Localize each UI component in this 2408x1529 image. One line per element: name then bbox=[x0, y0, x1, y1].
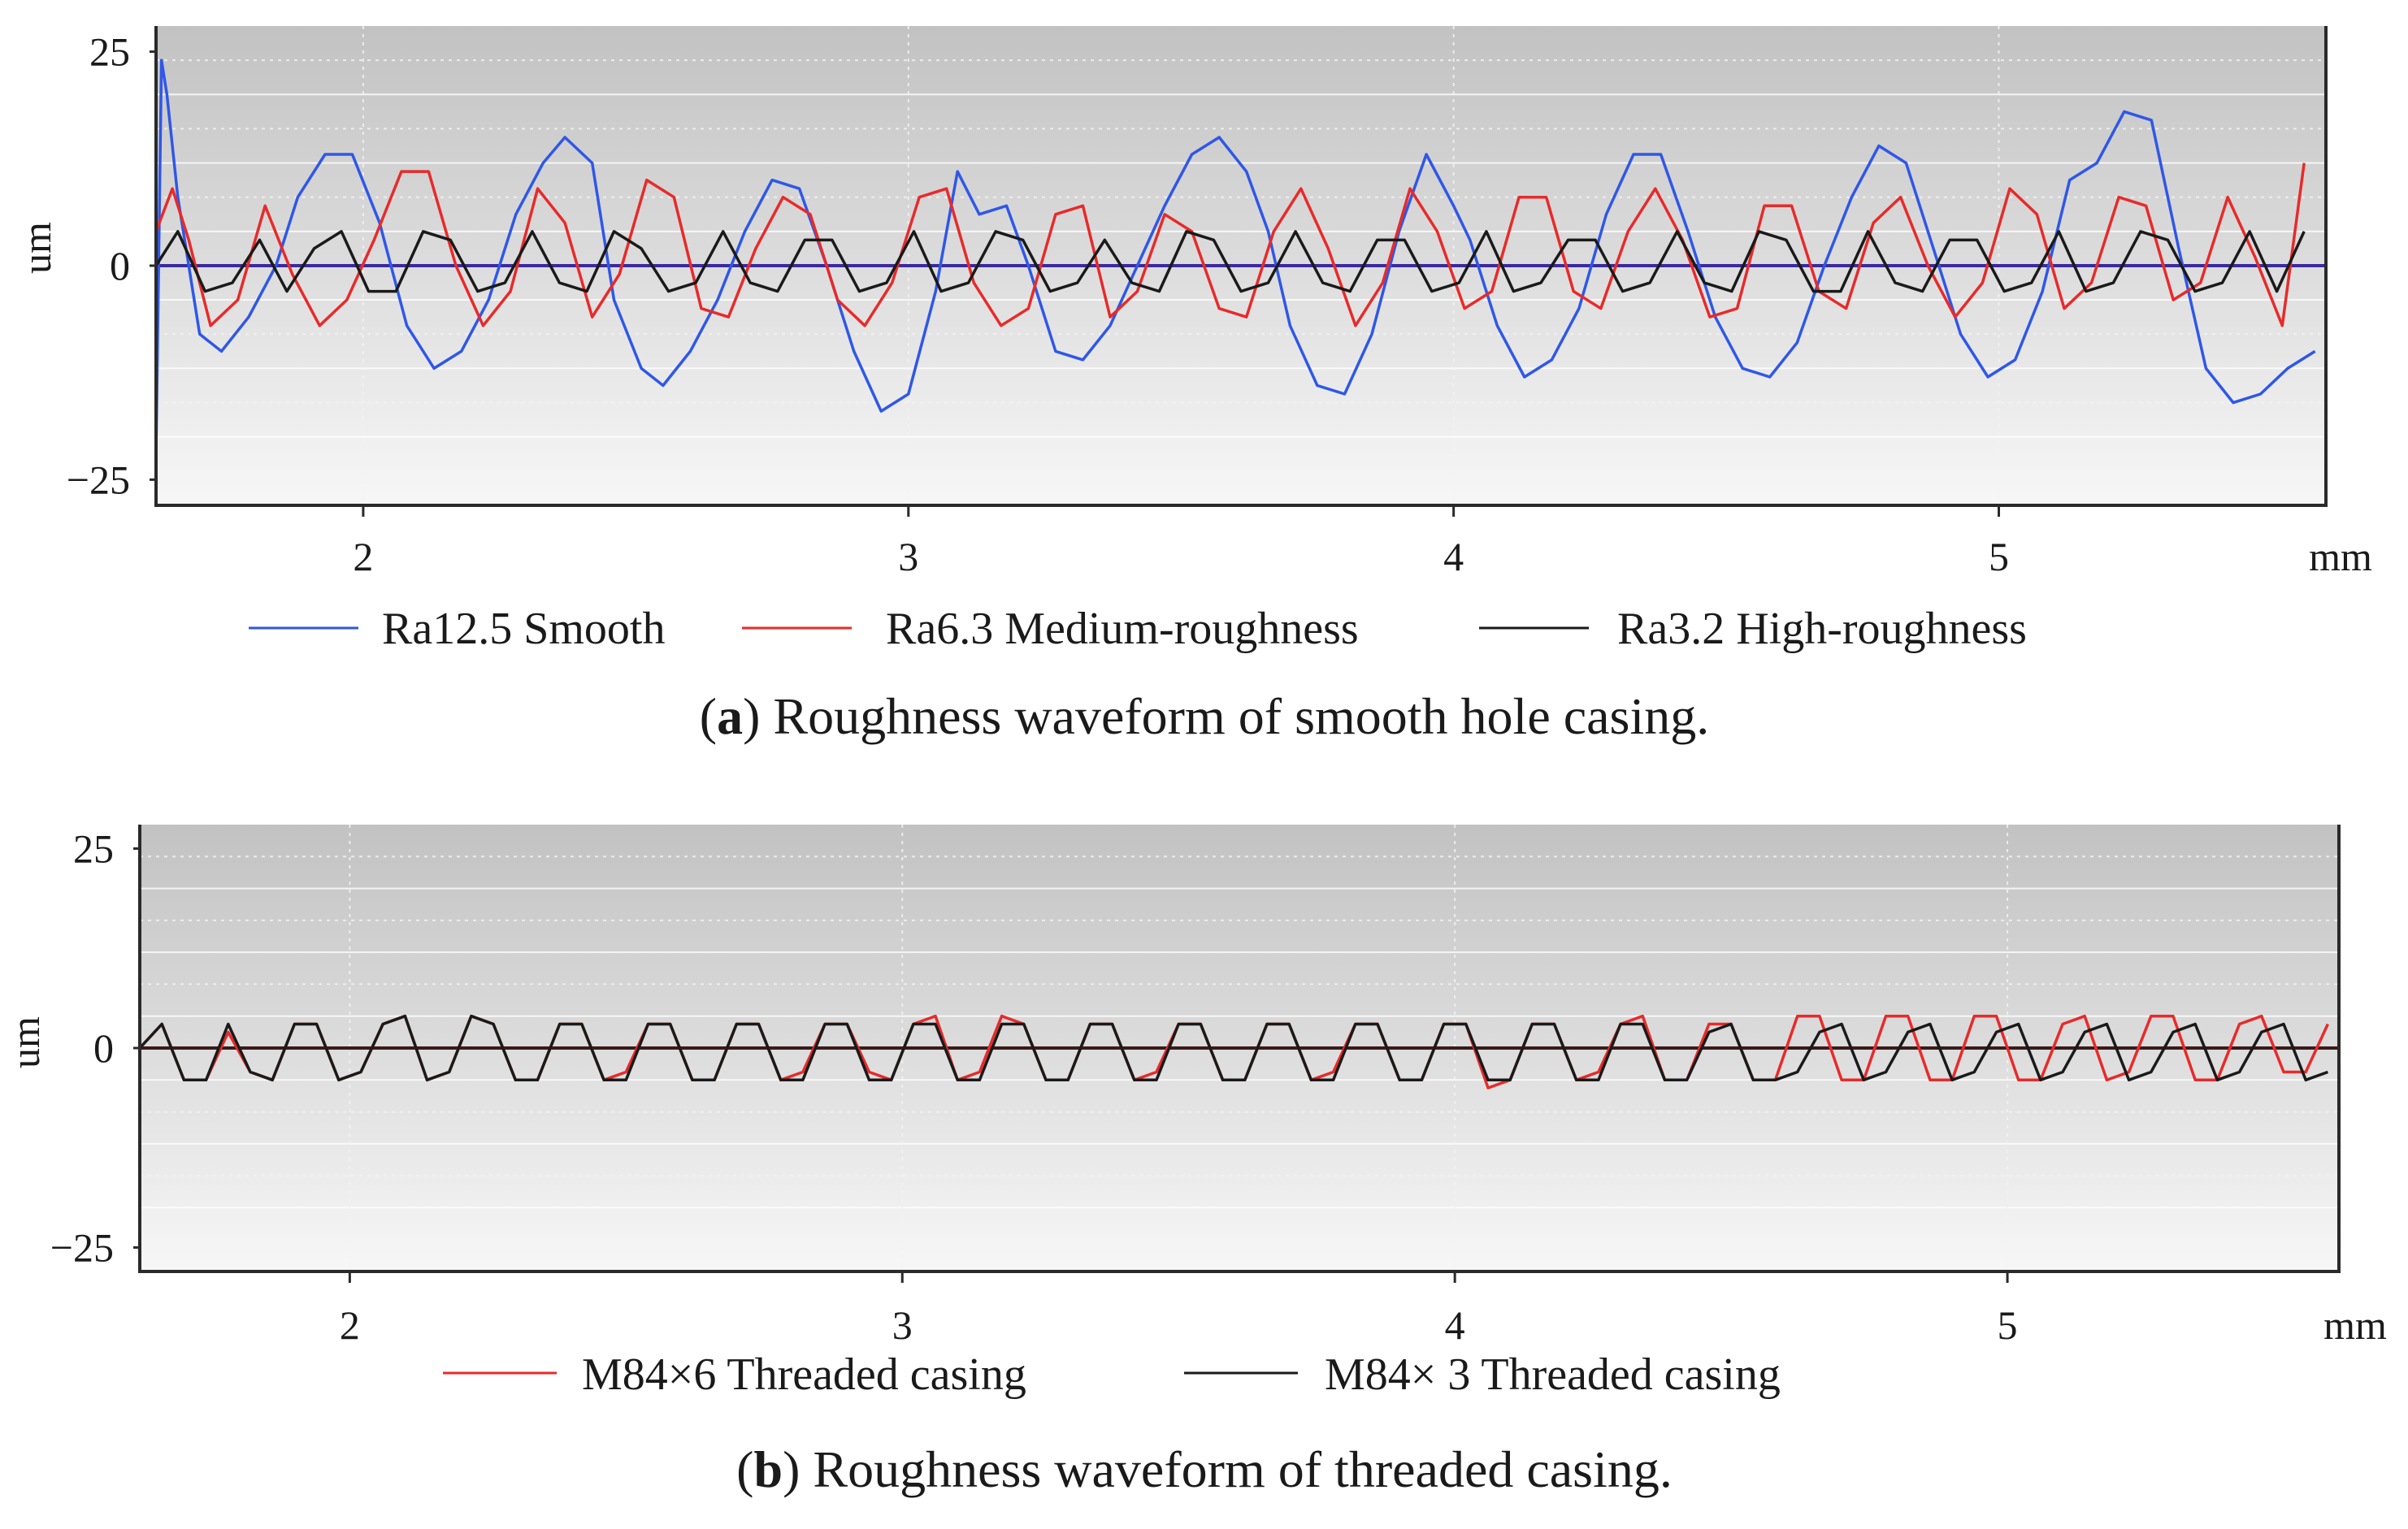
x-tick-label: 2 bbox=[340, 1302, 360, 1348]
legend-label-ra12-5: Ra12.5 Smooth bbox=[382, 604, 665, 654]
panel-b-chart: 25 0 −25 2 3 4 5 um mm M84×6 Threaded casing … bbox=[2, 825, 2387, 1498]
series-line-3 bbox=[154, 230, 2306, 293]
panel-a-x-ticks: 2 3 4 5 bbox=[353, 505, 2009, 579]
panel-a-series bbox=[154, 58, 2316, 454]
panel-a-caption: (a) Roughness waveform of smooth hole ca… bbox=[700, 687, 1709, 745]
series-line-2 bbox=[138, 1014, 2328, 1082]
panel-b-y-axis-label: um bbox=[2, 1016, 48, 1068]
panel-b-legend: M84×6 Threaded casing M84× 3 Threaded ca… bbox=[443, 1349, 1781, 1400]
panel-b-x-axis-label: mm bbox=[2323, 1302, 2387, 1348]
x-tick-label: 4 bbox=[1445, 1302, 1465, 1348]
x-tick-label: 5 bbox=[1998, 1302, 2018, 1348]
panel-a-legend: Ra12.5 Smooth Ra6.3 Medium-roughness Ra3… bbox=[249, 604, 2027, 654]
panel-a-caption-text: Roughness waveform of smooth hole casing… bbox=[773, 687, 1709, 745]
panel-a-caption-letter: a bbox=[717, 687, 743, 745]
panel-b-series bbox=[138, 1014, 2329, 1089]
y-tick-label: 25 bbox=[73, 825, 114, 871]
panel-b-x-ticks: 2 3 4 5 bbox=[340, 1271, 2018, 1348]
panel-a-y-ticks: 25 0 −25 bbox=[67, 29, 156, 502]
x-tick-label: 5 bbox=[1989, 534, 2009, 579]
y-tick-label: −25 bbox=[67, 457, 130, 502]
panel-a-y-axis-label: um bbox=[14, 222, 59, 274]
x-tick-label: 3 bbox=[898, 534, 918, 579]
legend-label-ra3-2: Ra3.2 High-roughness bbox=[1617, 604, 2027, 654]
y-tick-label: −25 bbox=[50, 1225, 114, 1271]
y-tick-label: 25 bbox=[89, 29, 130, 75]
panel-b-y-ticks: 25 0 −25 bbox=[50, 825, 140, 1271]
y-tick-label: 0 bbox=[110, 243, 130, 288]
x-tick-label: 3 bbox=[892, 1302, 913, 1348]
legend-label-m84x3: M84× 3 Threaded casing bbox=[1325, 1349, 1781, 1400]
panel-b-caption: (b) Roughness waveform of threaded casin… bbox=[736, 1440, 1673, 1498]
x-tick-label: 4 bbox=[1443, 534, 1464, 579]
panel-b-caption-letter: b bbox=[753, 1440, 783, 1498]
x-tick-label: 2 bbox=[353, 534, 373, 579]
series-line-1 bbox=[154, 58, 2316, 454]
y-tick-label: 0 bbox=[93, 1025, 114, 1071]
panel-a-chart: 25 0 −25 2 3 4 5 um mm Ra12.5 Smooth Ra6.3 Me… bbox=[14, 26, 2372, 745]
panel-a-x-axis-label: mm bbox=[2309, 534, 2372, 579]
series-line-2 bbox=[154, 162, 2306, 327]
legend-label-ra6-3: Ra6.3 Medium-roughness bbox=[886, 604, 1359, 654]
panel-b-caption-text: Roughness waveform of threaded casing. bbox=[813, 1440, 1672, 1498]
legend-label-m84x6: M84×6 Threaded casing bbox=[582, 1349, 1026, 1400]
